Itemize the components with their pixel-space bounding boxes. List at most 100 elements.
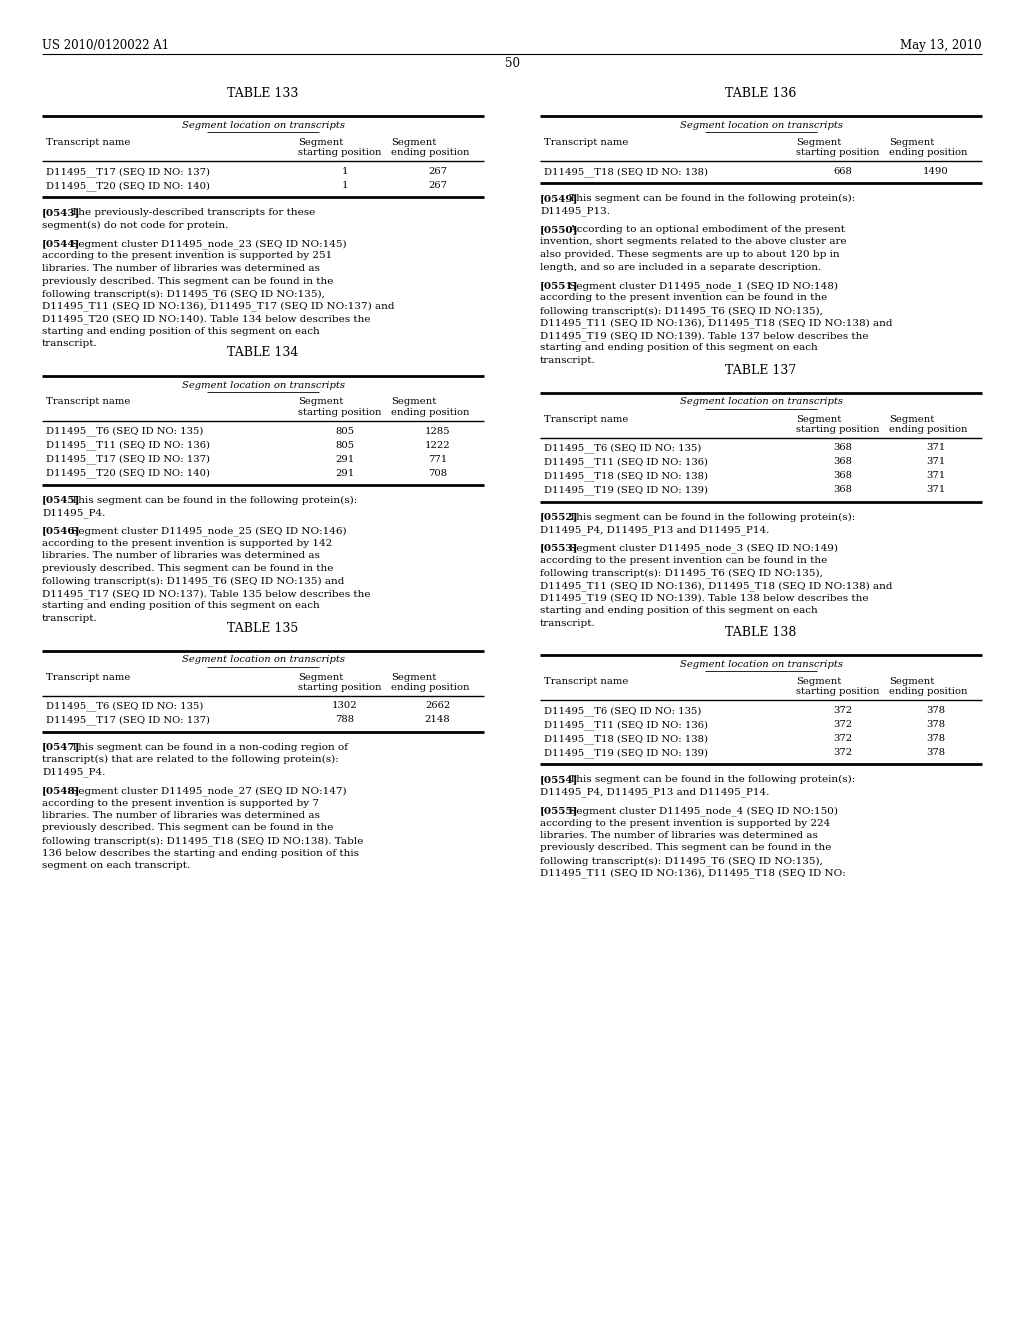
Text: invention, short segments related to the above cluster are: invention, short segments related to the… — [540, 238, 847, 247]
Text: D11495_P4.: D11495_P4. — [42, 767, 105, 777]
Text: D11495_T11 (SEQ ID NO:136), D11495_T18 (SEQ ID NO:: D11495_T11 (SEQ ID NO:136), D11495_T18 (… — [540, 869, 846, 878]
Text: Segment
ending position: Segment ending position — [391, 397, 470, 417]
Text: 1490: 1490 — [923, 168, 948, 176]
Text: 372: 372 — [834, 734, 852, 743]
Text: libraries. The number of libraries was determined as: libraries. The number of libraries was d… — [42, 552, 319, 561]
Text: following transcript(s): D11495_T18 (SEQ ID NO:138). Table: following transcript(s): D11495_T18 (SEQ… — [42, 836, 364, 846]
Text: D11495_T19 (SEQ ID NO:139). Table 138 below describes the: D11495_T19 (SEQ ID NO:139). Table 138 be… — [540, 594, 868, 603]
Text: D11495_P4.: D11495_P4. — [42, 508, 105, 517]
Text: Segment
starting position: Segment starting position — [298, 672, 382, 692]
Text: 1222: 1222 — [425, 441, 451, 450]
Text: This segment can be found in the following protein(s):: This segment can be found in the followi… — [69, 495, 357, 504]
Text: 378: 378 — [926, 734, 945, 743]
Text: 2662: 2662 — [425, 701, 451, 710]
Text: Segment
ending position: Segment ending position — [391, 139, 470, 157]
Text: Transcript name: Transcript name — [46, 672, 130, 681]
Text: Transcript name: Transcript name — [544, 414, 629, 424]
Text: 368: 368 — [834, 444, 852, 453]
Text: This segment can be found in a non-coding region of: This segment can be found in a non-codin… — [69, 742, 348, 751]
Text: Segment location on transcripts: Segment location on transcripts — [181, 380, 344, 389]
Text: D11495_T11 (SEQ ID NO:136), D11495_T17 (SEQ ID NO:137) and: D11495_T11 (SEQ ID NO:136), D11495_T17 (… — [42, 301, 394, 312]
Text: [0555]: [0555] — [540, 807, 579, 814]
Text: D11495__T19 (SEQ ID NO: 139): D11495__T19 (SEQ ID NO: 139) — [544, 486, 708, 495]
Text: [0543]: [0543] — [42, 209, 80, 216]
Text: [0554]: [0554] — [540, 775, 579, 784]
Text: D11495__T6 (SEQ ID NO: 135): D11495__T6 (SEQ ID NO: 135) — [46, 701, 204, 711]
Text: according to the present invention can be found in the: according to the present invention can b… — [540, 293, 827, 302]
Text: starting and ending position of this segment on each: starting and ending position of this seg… — [540, 606, 818, 615]
Text: Segment
starting position: Segment starting position — [298, 139, 382, 157]
Text: Transcript name: Transcript name — [46, 397, 130, 407]
Text: Transcript name: Transcript name — [544, 139, 629, 147]
Text: Segment
starting position: Segment starting position — [797, 414, 880, 434]
Text: Segment
starting position: Segment starting position — [298, 397, 382, 417]
Text: Segment
starting position: Segment starting position — [797, 139, 880, 157]
Text: D11495__T6 (SEQ ID NO: 135): D11495__T6 (SEQ ID NO: 135) — [544, 444, 701, 453]
Text: previously described. This segment can be found in the: previously described. This segment can b… — [540, 843, 831, 853]
Text: 50: 50 — [505, 57, 519, 70]
Text: Segment
ending position: Segment ending position — [391, 672, 470, 692]
Text: Segment
ending position: Segment ending position — [889, 414, 968, 434]
Text: D11495_T17 (SEQ ID NO:137). Table 135 below describes the: D11495_T17 (SEQ ID NO:137). Table 135 be… — [42, 589, 371, 599]
Text: TABLE 136: TABLE 136 — [725, 87, 797, 100]
Text: 291: 291 — [335, 454, 354, 463]
Text: 136 below describes the starting and ending position of this: 136 below describes the starting and end… — [42, 849, 359, 858]
Text: 788: 788 — [335, 715, 354, 725]
Text: segment on each transcript.: segment on each transcript. — [42, 861, 190, 870]
Text: Segment location on transcripts: Segment location on transcripts — [680, 397, 843, 407]
Text: D11495__T20 (SEQ ID NO: 140): D11495__T20 (SEQ ID NO: 140) — [46, 181, 210, 191]
Text: following transcript(s): D11495_T6 (SEQ ID NO:135),: following transcript(s): D11495_T6 (SEQ … — [540, 306, 823, 315]
Text: following transcript(s): D11495_T6 (SEQ ID NO:135),: following transcript(s): D11495_T6 (SEQ … — [540, 569, 823, 578]
Text: TABLE 137: TABLE 137 — [725, 363, 797, 376]
Text: transcript.: transcript. — [540, 356, 596, 366]
Text: TABLE 135: TABLE 135 — [227, 622, 299, 635]
Text: libraries. The number of libraries was determined as: libraries. The number of libraries was d… — [540, 832, 818, 840]
Text: The previously-described transcripts for these: The previously-described transcripts for… — [69, 209, 315, 216]
Text: transcript.: transcript. — [540, 619, 596, 627]
Text: [0553]: [0553] — [540, 544, 579, 553]
Text: [0550]: [0550] — [540, 224, 579, 234]
Text: segment(s) do not code for protein.: segment(s) do not code for protein. — [42, 220, 228, 230]
Text: D11495__T6 (SEQ ID NO: 135): D11495__T6 (SEQ ID NO: 135) — [46, 426, 204, 437]
Text: D11495_T11 (SEQ ID NO:136), D11495_T18 (SEQ ID NO:138) and: D11495_T11 (SEQ ID NO:136), D11495_T18 (… — [540, 581, 893, 591]
Text: US 2010/0120022 A1: US 2010/0120022 A1 — [42, 40, 169, 51]
Text: Segment cluster D11495_node_27 (SEQ ID NO:147): Segment cluster D11495_node_27 (SEQ ID N… — [69, 785, 347, 796]
Text: previously described. This segment can be found in the: previously described. This segment can b… — [42, 824, 334, 833]
Text: 378: 378 — [926, 748, 945, 756]
Text: according to the present invention is supported by 224: according to the present invention is su… — [540, 818, 830, 828]
Text: 368: 368 — [834, 486, 852, 495]
Text: Segment cluster D11495_node_1 (SEQ ID NO:148): Segment cluster D11495_node_1 (SEQ ID NO… — [566, 281, 838, 290]
Text: Segment location on transcripts: Segment location on transcripts — [680, 121, 843, 129]
Text: libraries. The number of libraries was determined as: libraries. The number of libraries was d… — [42, 264, 319, 273]
Text: following transcript(s): D11495_T6 (SEQ ID NO:135),: following transcript(s): D11495_T6 (SEQ … — [540, 855, 823, 866]
Text: D11495_T19 (SEQ ID NO:139). Table 137 below describes the: D11495_T19 (SEQ ID NO:139). Table 137 be… — [540, 331, 868, 341]
Text: following transcript(s): D11495_T6 (SEQ ID NO:135) and: following transcript(s): D11495_T6 (SEQ … — [42, 577, 344, 586]
Text: Segment
ending position: Segment ending position — [889, 677, 968, 697]
Text: D11495_T20 (SEQ ID NO:140). Table 134 below describes the: D11495_T20 (SEQ ID NO:140). Table 134 be… — [42, 314, 371, 323]
Text: transcript(s) that are related to the following protein(s):: transcript(s) that are related to the fo… — [42, 755, 339, 764]
Text: Segment
starting position: Segment starting position — [797, 677, 880, 697]
Text: 371: 371 — [926, 471, 945, 480]
Text: 267: 267 — [428, 168, 447, 176]
Text: 805: 805 — [335, 441, 354, 450]
Text: [0552]: [0552] — [540, 512, 579, 521]
Text: also provided. These segments are up to about 120 bp in: also provided. These segments are up to … — [540, 249, 840, 259]
Text: [0544]: [0544] — [42, 239, 80, 248]
Text: D11495__T20 (SEQ ID NO: 140): D11495__T20 (SEQ ID NO: 140) — [46, 469, 210, 478]
Text: D11495__T6 (SEQ ID NO: 135): D11495__T6 (SEQ ID NO: 135) — [544, 706, 701, 715]
Text: 708: 708 — [428, 469, 447, 478]
Text: 372: 372 — [834, 706, 852, 715]
Text: 1285: 1285 — [425, 426, 451, 436]
Text: D11495__T19 (SEQ ID NO: 139): D11495__T19 (SEQ ID NO: 139) — [544, 748, 708, 758]
Text: following transcript(s): D11495_T6 (SEQ ID NO:135),: following transcript(s): D11495_T6 (SEQ … — [42, 289, 325, 298]
Text: Segment cluster D11495_node_23 (SEQ ID NO:145): Segment cluster D11495_node_23 (SEQ ID N… — [69, 239, 347, 248]
Text: 1: 1 — [342, 168, 348, 176]
Text: 2148: 2148 — [425, 715, 451, 725]
Text: 371: 371 — [926, 444, 945, 453]
Text: [0546]: [0546] — [42, 527, 81, 536]
Text: Segment cluster D11495_node_25 (SEQ ID NO:146): Segment cluster D11495_node_25 (SEQ ID N… — [69, 527, 347, 536]
Text: according to the present invention can be found in the: according to the present invention can b… — [540, 556, 827, 565]
Text: starting and ending position of this segment on each: starting and ending position of this seg… — [42, 602, 319, 610]
Text: May 13, 2010: May 13, 2010 — [900, 40, 982, 51]
Text: 267: 267 — [428, 181, 447, 190]
